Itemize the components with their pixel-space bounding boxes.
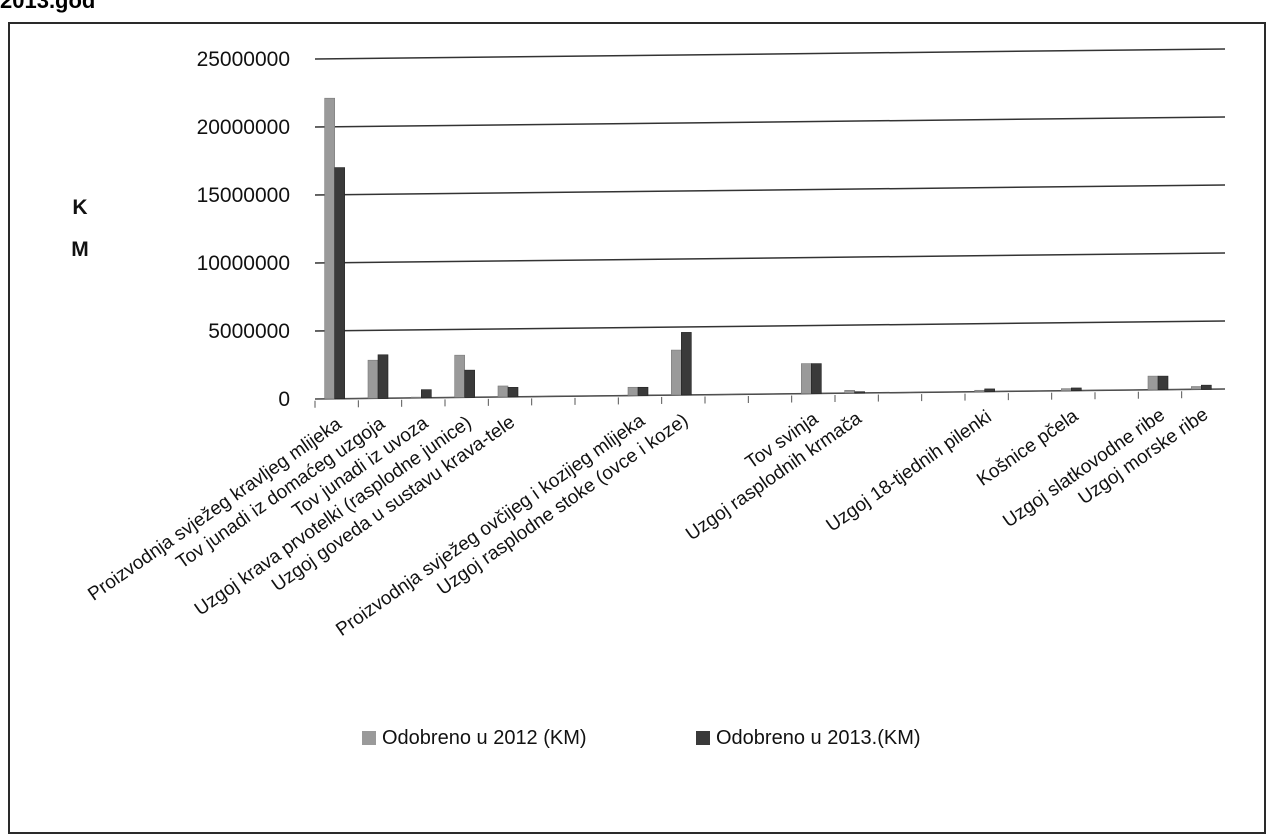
bars [324, 97, 1212, 400]
bar-odobreno-2012 [627, 386, 639, 396]
bar-odobreno-2012 [801, 363, 812, 394]
baseline [314, 388, 1226, 400]
bar-odobreno-2013 [1071, 387, 1082, 391]
bar-odobreno-2013 [1157, 375, 1169, 391]
bar-odobreno-2012 [367, 359, 379, 399]
gridline [314, 252, 1226, 264]
gridline [314, 116, 1226, 128]
legend-label: Odobreno u 2012 (KM) [382, 727, 587, 749]
gridline [314, 184, 1226, 196]
bar-odobreno-2013 [464, 369, 475, 398]
chart-frame: 0 5000000 10000000 15000000 20000000 25000000… [8, 22, 1266, 834]
bar-odobreno-2012 [974, 389, 985, 392]
bar-odobreno-2013 [334, 167, 345, 400]
bar-odobreno-2013 [681, 332, 692, 396]
bar-odobreno-2012 [1147, 375, 1159, 391]
gridlines [314, 48, 1226, 400]
bar-chart: 0 5000000 10000000 15000000 20000000 25000000… [71, 48, 1226, 749]
bar-odobreno-2012 [844, 390, 855, 394]
legend-label: Odobreno u 2013.(KM) [716, 727, 921, 749]
legend-swatch [362, 731, 376, 745]
bar-odobreno-2013 [854, 391, 865, 394]
legend: Odobreno u 2012 (KM) Odobreno u 2013.(KM) [362, 727, 921, 749]
bar-odobreno-2012 [324, 97, 335, 400]
y-tick-label: 0 [278, 388, 290, 411]
y-axis-label: KM [71, 196, 89, 261]
bar-odobreno-2013 [507, 387, 519, 398]
y-axis: 0 5000000 10000000 15000000 20000000 25000000 [197, 48, 290, 411]
legend-swatch [696, 731, 710, 745]
y-tick-label: 5000000 [208, 320, 290, 343]
bar-odobreno-2013 [377, 354, 389, 399]
gridline [314, 48, 1226, 60]
bar-odobreno-2013 [811, 363, 822, 394]
bar-odobreno-2013 [984, 388, 995, 392]
bar-odobreno-2012 [497, 385, 509, 398]
y-tick-label: 20000000 [197, 116, 290, 139]
bar-odobreno-2012 [1061, 388, 1072, 391]
y-tick-label: 25000000 [197, 48, 290, 71]
bar-odobreno-2012 [671, 349, 682, 396]
bar-odobreno-2012 [1191, 386, 1202, 390]
y-axis-title: K [72, 196, 87, 219]
y-tick-label: 10000000 [197, 252, 290, 275]
bar-odobreno-2013 [421, 389, 432, 399]
bar-odobreno-2012 [454, 354, 465, 398]
gridline [314, 320, 1226, 332]
x-axis: Proizvodnja svježeg kravljeg mlijekaTov … [84, 391, 1212, 641]
y-axis-title: M [71, 238, 89, 261]
y-tick-label: 15000000 [197, 184, 290, 207]
bar-odobreno-2013 [1201, 384, 1212, 390]
chart-heading: 2013.god [0, 0, 96, 13]
bar-odobreno-2013 [637, 386, 649, 396]
bar-odobreno-2012 [411, 396, 422, 399]
